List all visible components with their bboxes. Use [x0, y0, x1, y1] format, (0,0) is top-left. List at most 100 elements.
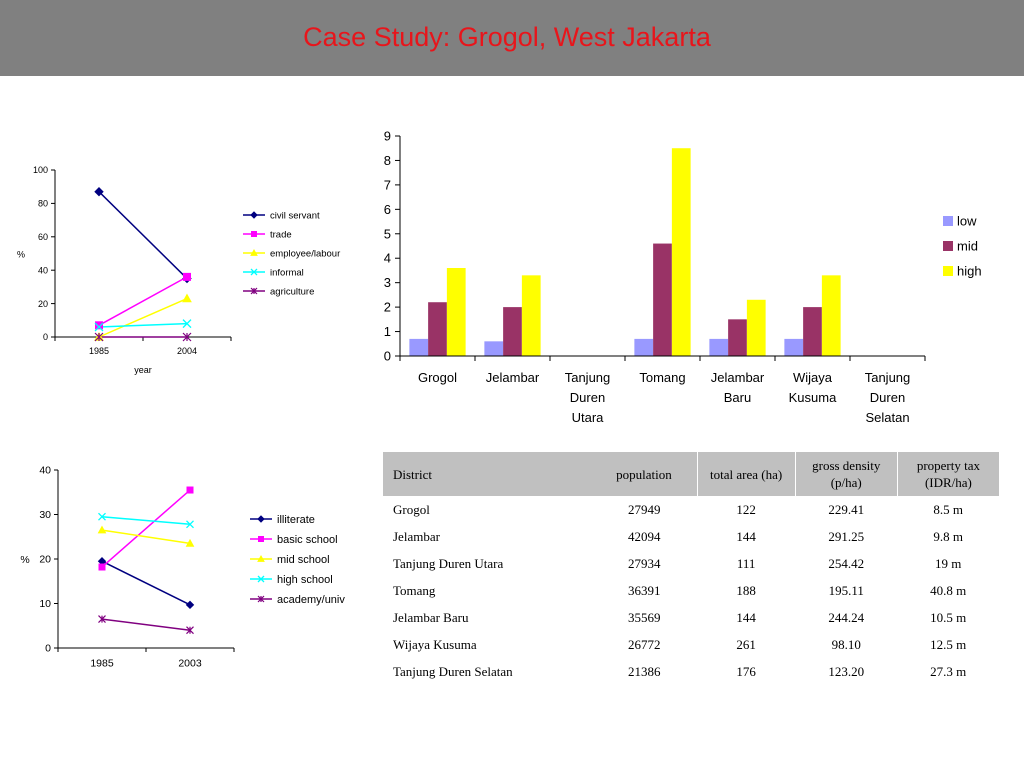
data-point: [97, 525, 107, 534]
x-axis-label: year: [134, 365, 152, 375]
cell-property-tax: 8.5 m: [933, 501, 963, 517]
table-header-row: District population total area (ha) gros…: [383, 452, 999, 496]
legend-label: agriculture: [270, 286, 314, 297]
y-tick-label: 10: [39, 598, 51, 610]
data-point: [98, 615, 106, 623]
cell-total-area: 144: [736, 528, 756, 544]
cell-gross-density: 195.11: [828, 582, 864, 598]
density-bar-chart: 0 1 2 3 4 5 6 7 8 9 Grogol Jelambar Tanjung Duren Utar…: [384, 129, 982, 426]
bar: [821, 275, 841, 356]
category-label: Baru: [724, 390, 751, 405]
table-row: Jelambar Baru 35569 144 244.24 10.5 m: [383, 604, 999, 631]
series-line: [98, 191, 188, 280]
cell-gross-density: 98.10: [831, 636, 861, 652]
y-axis-label: %: [20, 554, 29, 566]
bar: [728, 319, 747, 356]
legend-marker: [257, 595, 265, 603]
category-label: Jelambar: [486, 370, 540, 385]
y-tick-label: 8: [384, 153, 391, 168]
y-tick-label: 9: [384, 129, 391, 144]
cell-total-area: 111: [736, 555, 756, 571]
legend-label: high school: [277, 574, 333, 586]
header-gross-density: gross density (p/ha): [794, 452, 898, 496]
cell-gross-density: 244.24: [828, 609, 865, 625]
y-tick-label: 20: [39, 554, 51, 566]
header-population: population: [591, 452, 698, 496]
cell-population: 27934: [627, 555, 661, 571]
data-point: [186, 626, 194, 635]
series-line: [101, 529, 191, 545]
data-point: [182, 293, 192, 303]
y-tick-label: 3: [384, 275, 391, 290]
cell-district: Jelambar Baru: [393, 609, 469, 625]
legend-swatch: [943, 216, 953, 226]
data-point: [185, 538, 195, 547]
data-point: [186, 486, 194, 494]
category-label: Tanjung: [565, 370, 611, 385]
table-row: Tanjung Duren Selatan 21386 176 123.20 2…: [383, 658, 999, 685]
y-tick-label: 2: [384, 300, 391, 315]
cell-population: 35569: [627, 609, 661, 625]
x-tick-label: 2003: [178, 658, 202, 670]
cell-property-tax: 27.3 m: [930, 663, 967, 679]
cell-district: Tanjung Duren Utara: [393, 555, 504, 571]
category-label: Duren: [570, 390, 605, 405]
cell-gross-density: 229.41: [828, 501, 865, 517]
legend-label: illiterate: [277, 514, 315, 526]
data-point: [182, 319, 192, 329]
y-tick-label: 0: [45, 643, 51, 655]
bar: [653, 243, 672, 356]
category-label: Duren: [870, 390, 905, 405]
y-axis-label: %: [17, 250, 25, 260]
table-row: Grogol 27949 122 229.41 8.5 m: [383, 496, 999, 523]
cell-property-tax: 9.8 m: [933, 528, 963, 544]
cell-total-area: 176: [736, 663, 756, 679]
series-line: [98, 276, 188, 326]
header-property-tax: property tax (IDR/ha): [896, 452, 999, 496]
cell-property-tax: 10.5 m: [930, 609, 967, 625]
header-total-area: total area (ha): [696, 452, 796, 496]
bar: [634, 338, 654, 356]
category-label: Utara: [572, 410, 605, 425]
y-tick-label: 80: [38, 199, 48, 209]
x-tick-label: 1985: [89, 346, 109, 356]
legend-marker: [257, 554, 265, 562]
legend-label: academy/univ: [277, 594, 345, 606]
x-tick-label: 2004: [177, 346, 197, 356]
y-tick-label: 5: [384, 226, 391, 241]
table-row: Jelambar 42094 144 291.25 9.8 m: [383, 523, 999, 550]
bar: [521, 275, 541, 356]
bar: [446, 268, 466, 356]
cell-total-area: 144: [736, 609, 756, 625]
y-tick-label: 6: [384, 202, 391, 217]
category-label: Tomang: [639, 370, 685, 385]
cell-total-area: 261: [736, 636, 756, 652]
cell-population: 27949: [627, 501, 661, 517]
bar: [803, 307, 822, 356]
cell-district: Grogol: [393, 501, 430, 517]
bar: [671, 148, 691, 356]
cell-district: Jelambar: [393, 528, 440, 544]
legend-marker: [250, 248, 258, 256]
education-line-chart: 0 10 20 30 40 1985 2003% illiterate basic school…: [20, 465, 345, 670]
bar: [746, 299, 766, 356]
data-point: [186, 520, 194, 529]
y-tick-label: 1: [384, 324, 391, 339]
y-tick-label: 7: [384, 177, 391, 192]
legend-marker: [257, 575, 265, 583]
y-tick-label: 60: [38, 232, 48, 242]
series-line: [101, 560, 191, 606]
legend-label: trade: [270, 229, 292, 240]
bar: [784, 338, 804, 356]
data-point: [94, 322, 104, 332]
y-tick-label: 4: [384, 251, 391, 266]
series-line: [101, 618, 191, 631]
cell-gross-density: 123.20: [828, 663, 865, 679]
legend-marker: [251, 231, 257, 237]
legend-label: informal: [270, 267, 304, 278]
legend-label: high: [957, 264, 982, 279]
cell-property-tax: 19 m: [934, 555, 962, 571]
series-line: [101, 515, 191, 526]
legend-label: mid: [957, 239, 978, 254]
slide-title: Case Study: Grogol, West Jakarta: [303, 22, 711, 52]
